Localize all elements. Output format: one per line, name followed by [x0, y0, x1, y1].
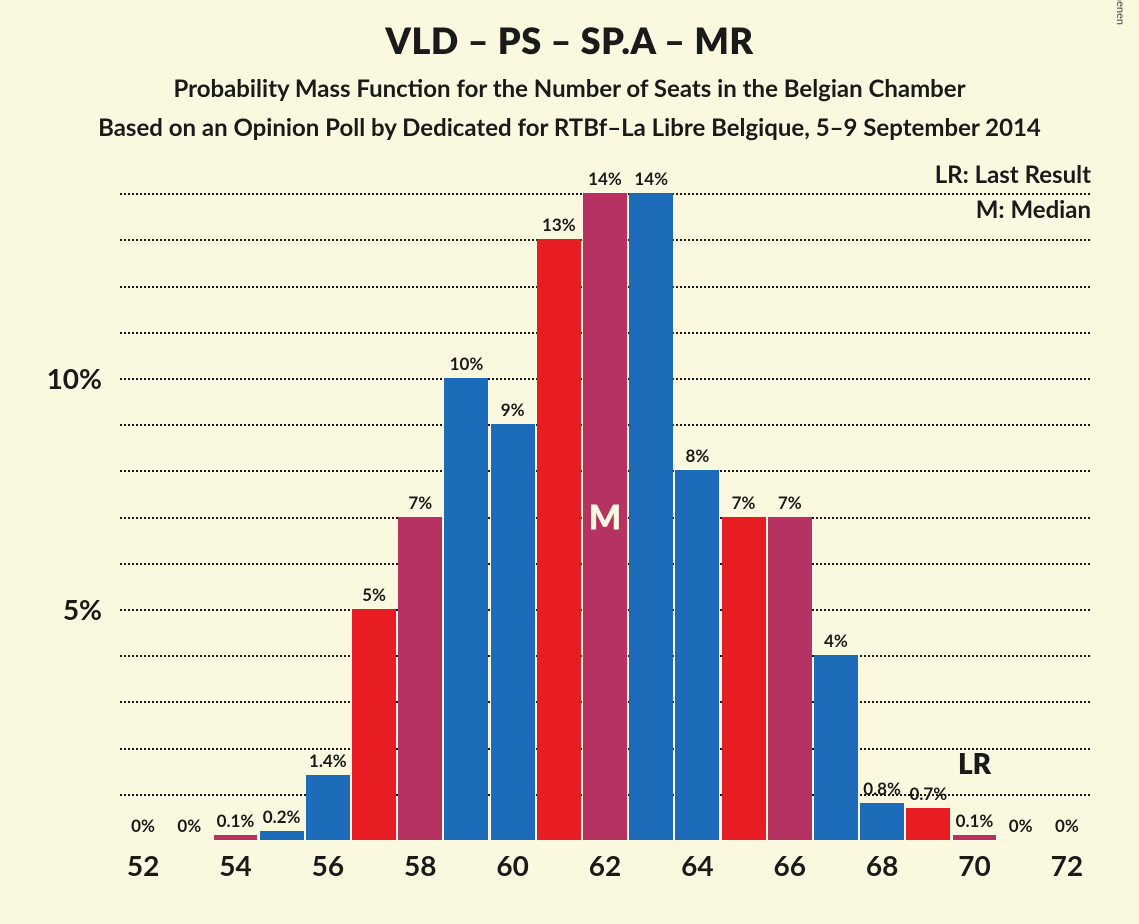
bar: 7%	[768, 517, 812, 840]
bar-value-label: 0.7%	[909, 783, 947, 804]
bar: 8%	[675, 470, 719, 840]
subtitle-2: Based on an Opinion Poll by Dedicated fo…	[0, 113, 1139, 142]
bar-value-label: 4%	[824, 630, 848, 651]
bar-value-label: 14%	[588, 168, 622, 189]
bar: 14%M	[583, 193, 627, 840]
x-axis-tick: 70	[958, 848, 990, 882]
bar-value-label: 0%	[131, 815, 155, 836]
bar: 9%	[491, 424, 535, 840]
bar: 0.1%	[953, 835, 997, 840]
x-axis-tick: 64	[681, 848, 713, 882]
bar-value-label: 7%	[732, 492, 756, 513]
bar: 7%	[398, 517, 442, 840]
bar-value-label: 0.8%	[863, 778, 901, 799]
x-axis-tick: 68	[866, 848, 898, 882]
x-axis-tick: 54	[219, 848, 251, 882]
bar: 1.4%	[306, 775, 350, 840]
x-axis: 52 54 56 58 60 62 64 66 68 70 72	[120, 848, 1090, 888]
x-axis-tick: 62	[589, 848, 621, 882]
chart-titles: VLD – PS – SP.A – MR Probability Mass Fu…	[0, 0, 1139, 142]
bar: 0.2%	[260, 831, 304, 840]
x-axis-tick: 72	[1051, 848, 1083, 882]
x-axis-tick: 56	[312, 848, 344, 882]
y-axis-tick: 10%	[47, 361, 102, 395]
bar-value-label: 9%	[501, 399, 525, 420]
bar: 14%	[629, 193, 673, 840]
main-title: VLD – PS – SP.A – MR	[0, 18, 1139, 62]
median-marker: M	[589, 496, 622, 537]
bar: 13%	[537, 239, 581, 840]
bar-value-label: 1.4%	[309, 750, 347, 771]
bar-value-label: 0.1%	[956, 810, 994, 831]
chart-plot-area: 0%0%0.1%0.2%1.4%5%7%10%9%13%14%M14%8%7%7…	[120, 170, 1090, 840]
bar-value-label: 8%	[685, 445, 709, 466]
bar: 10%	[444, 378, 488, 840]
bar-value-label: 5%	[362, 584, 386, 605]
y-axis-tick: 5%	[63, 592, 102, 626]
bar-value-label: 14%	[634, 168, 668, 189]
bar-value-label: 0%	[177, 815, 201, 836]
bar-value-label: 0.2%	[263, 806, 301, 827]
x-axis-tick: 52	[127, 848, 159, 882]
bar-value-label: 7%	[408, 492, 432, 513]
bar: 7%	[722, 517, 766, 840]
bar-value-label: 7%	[778, 492, 802, 513]
x-axis-tick: 66	[774, 848, 806, 882]
x-axis-tick: 58	[404, 848, 436, 882]
bar-value-label: 13%	[542, 214, 576, 235]
bar: 0.7%	[906, 808, 950, 840]
bars-container: 0%0%0.1%0.2%1.4%5%7%10%9%13%14%M14%8%7%7…	[120, 170, 1090, 840]
bar: 5%	[352, 609, 396, 840]
bar-value-label: 0%	[1055, 815, 1079, 836]
copyright-text: © 2019 Filip van Laenen	[1114, 0, 1127, 25]
bar-value-label: 10%	[450, 353, 484, 374]
bar: 0.8%	[860, 803, 904, 840]
bar-value-label: 0%	[1009, 815, 1033, 836]
bar: 0.1%	[214, 835, 258, 840]
x-axis-tick: 60	[496, 848, 528, 882]
subtitle-1: Probability Mass Function for the Number…	[0, 74, 1139, 103]
bar-value-label: 0.1%	[217, 810, 255, 831]
bar: 4%	[814, 655, 858, 840]
lr-marker: LR	[958, 746, 991, 780]
